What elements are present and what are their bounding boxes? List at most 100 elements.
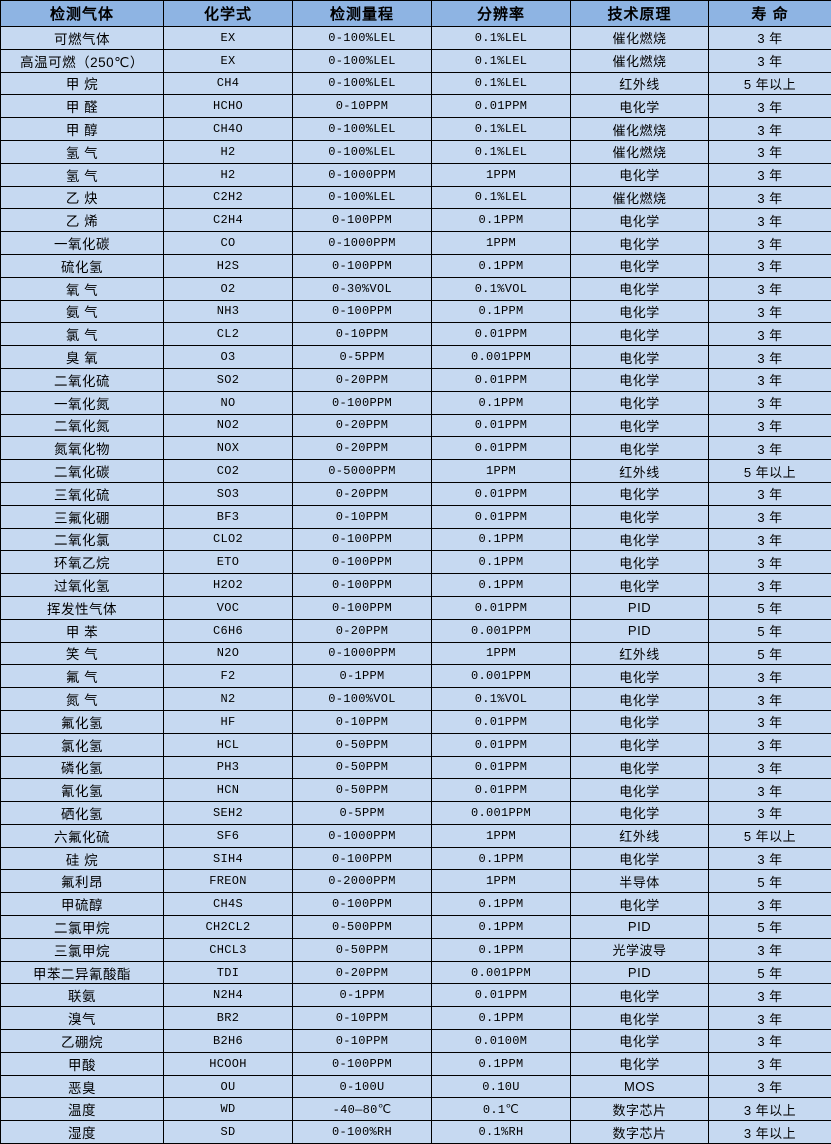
cell-formula: H2S: [164, 254, 293, 277]
cell-range: 0-100PPM: [293, 300, 432, 323]
cell-formula: SEH2: [164, 802, 293, 825]
cell-tech: 电化学: [571, 1052, 709, 1075]
cell-formula: H2: [164, 163, 293, 186]
cell-range: 0-10PPM: [293, 1030, 432, 1053]
column-header-gas: 检测气体: [1, 1, 164, 27]
cell-formula: NOX: [164, 437, 293, 460]
cell-range: 0-50PPM: [293, 938, 432, 961]
cell-range: 0-20PPM: [293, 482, 432, 505]
cell-formula: NH3: [164, 300, 293, 323]
cell-life: 3 年: [709, 551, 831, 574]
cell-life: 3 年: [709, 733, 831, 756]
cell-gas: 一氧化碳: [1, 232, 164, 255]
cell-gas: 过氧化氢: [1, 574, 164, 597]
cell-tech: 电化学: [571, 437, 709, 460]
cell-tech: 催化燃烧: [571, 186, 709, 209]
cell-resolution: 0.01PPM: [432, 710, 571, 733]
cell-resolution: 0.01PPM: [432, 95, 571, 118]
cell-formula: ETO: [164, 551, 293, 574]
cell-gas: 臭 氧: [1, 346, 164, 369]
cell-tech: 红外线: [571, 72, 709, 95]
cell-gas: 笑 气: [1, 642, 164, 665]
cell-life: 5 年: [709, 596, 831, 619]
cell-resolution: 0.01PPM: [432, 414, 571, 437]
cell-formula: H2: [164, 140, 293, 163]
cell-resolution: 1PPM: [432, 232, 571, 255]
cell-resolution: 0.1PPM: [432, 574, 571, 597]
cell-life: 3 年: [709, 984, 831, 1007]
cell-gas: 磷化氢: [1, 756, 164, 779]
cell-formula: EX: [164, 27, 293, 50]
cell-range: 0-100%LEL: [293, 27, 432, 50]
cell-gas: 高温可燃（250℃）: [1, 49, 164, 72]
cell-range: 0-100%LEL: [293, 72, 432, 95]
cell-resolution: 0.001PPM: [432, 802, 571, 825]
cell-resolution: 0.01PPM: [432, 779, 571, 802]
cell-range: 0-100%LEL: [293, 186, 432, 209]
cell-gas: 一氧化氮: [1, 391, 164, 414]
cell-resolution: 0.10U: [432, 1075, 571, 1098]
cell-tech: 电化学: [571, 1030, 709, 1053]
cell-gas: 环氧乙烷: [1, 551, 164, 574]
cell-resolution: 0.01PPM: [432, 368, 571, 391]
column-header-tech: 技术原理: [571, 1, 709, 27]
cell-range: 0-100PPM: [293, 893, 432, 916]
cell-tech: PID: [571, 916, 709, 939]
cell-tech: 电化学: [571, 710, 709, 733]
cell-resolution: 0.1%LEL: [432, 72, 571, 95]
cell-formula: N2H4: [164, 984, 293, 1007]
table-header: 检测气体 化学式 检测量程 分辨率 技术原理 寿 命: [1, 1, 831, 27]
cell-range: 0-10PPM: [293, 505, 432, 528]
cell-range: 0-100PPM: [293, 596, 432, 619]
cell-tech: 电化学: [571, 209, 709, 232]
cell-range: 0-100%LEL: [293, 140, 432, 163]
cell-resolution: 0.1PPM: [432, 209, 571, 232]
cell-life: 5 年: [709, 916, 831, 939]
cell-formula: BR2: [164, 1007, 293, 1030]
cell-resolution: 0.1PPM: [432, 254, 571, 277]
cell-gas: 甲 醛: [1, 95, 164, 118]
cell-formula: N2O: [164, 642, 293, 665]
cell-gas: 甲硫醇: [1, 893, 164, 916]
cell-tech: 电化学: [571, 368, 709, 391]
cell-formula: B2H6: [164, 1030, 293, 1053]
cell-resolution: 0.1PPM: [432, 893, 571, 916]
cell-tech: 红外线: [571, 460, 709, 483]
cell-gas: 硒化氢: [1, 802, 164, 825]
cell-tech: 电化学: [571, 277, 709, 300]
cell-formula: BF3: [164, 505, 293, 528]
cell-range: 0-10PPM: [293, 323, 432, 346]
cell-formula: HF: [164, 710, 293, 733]
cell-resolution: 0.1%LEL: [432, 49, 571, 72]
cell-life: 3 年: [709, 847, 831, 870]
cell-range: 0-20PPM: [293, 619, 432, 642]
cell-tech: 电化学: [571, 414, 709, 437]
cell-formula: C2H4: [164, 209, 293, 232]
cell-gas: 温度: [1, 1098, 164, 1121]
cell-range: 0-5PPM: [293, 346, 432, 369]
cell-life: 3 年: [709, 938, 831, 961]
cell-life: 3 年: [709, 346, 831, 369]
cell-life: 3 年: [709, 232, 831, 255]
cell-range: 0-50PPM: [293, 779, 432, 802]
cell-gas: 二氧化硫: [1, 368, 164, 391]
cell-tech: 数字芯片: [571, 1098, 709, 1121]
